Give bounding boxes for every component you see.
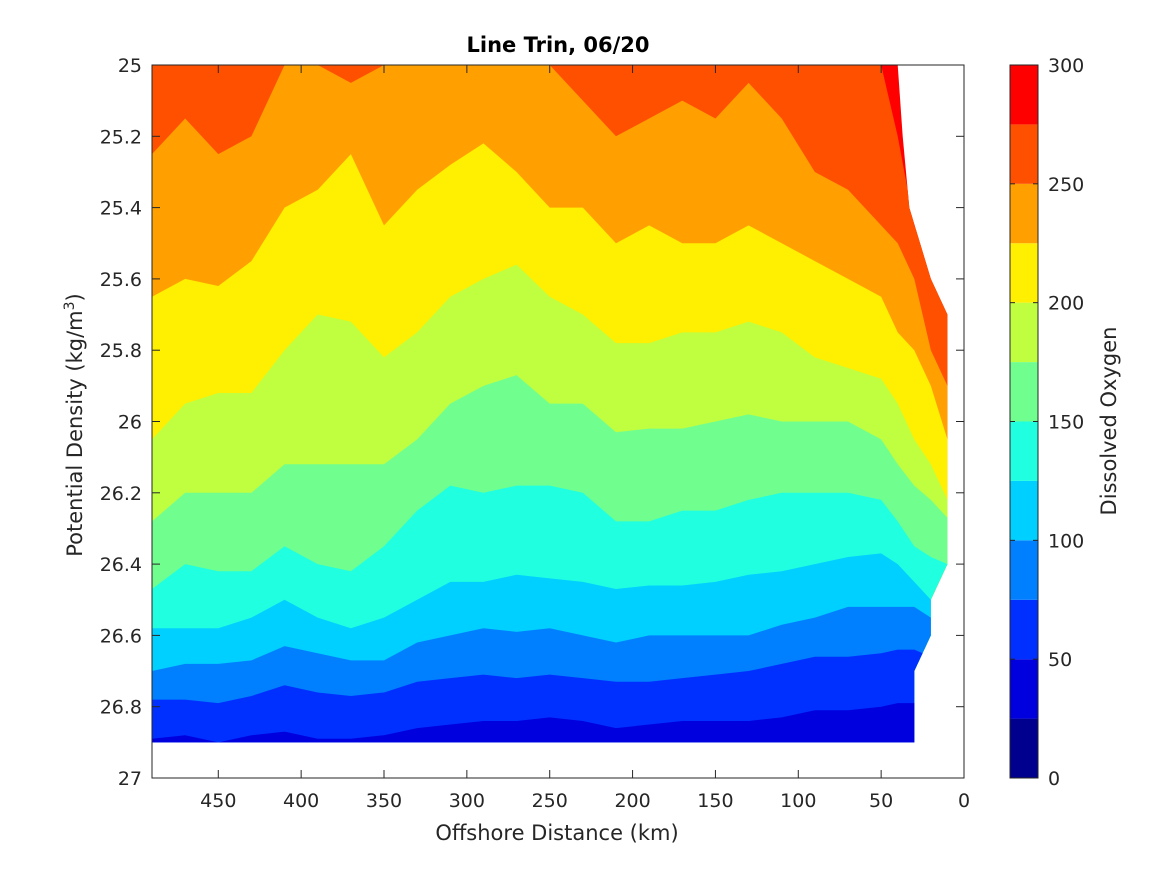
y-tick-label: 26.8	[100, 697, 142, 719]
colorbar-swatch-100	[1010, 480, 1038, 541]
x-axis-label: Offshore Distance (km)	[435, 821, 678, 845]
y-tick-label: 26	[118, 412, 142, 434]
x-tick-label: 0	[958, 790, 970, 812]
colorbar-tick-label: 200	[1048, 293, 1084, 315]
colorbar-swatch-200	[1010, 243, 1038, 303]
contour-fill-area	[152, 65, 948, 743]
y-axis-label-superscript: 3	[62, 301, 78, 310]
colorbar-swatch-75	[1010, 540, 1038, 600]
contour-band-50	[152, 649, 948, 743]
y-tick-label: 25	[118, 55, 142, 77]
x-tick-label: 300	[449, 790, 485, 812]
colorbar: 0 50 100 150 200 250 300	[1009, 55, 1084, 790]
colorbar-tick-label: 50	[1048, 649, 1072, 671]
x-tick-label: 150	[697, 790, 733, 812]
chart-title: Line Trin, 06/20	[466, 33, 649, 57]
x-tick-label: 350	[366, 790, 402, 812]
y-tick-label: 25.4	[100, 198, 142, 220]
y-tick-label: 26.6	[100, 625, 142, 647]
colorbar-swatch-25	[1010, 659, 1038, 719]
colorbar-tick-label: 250	[1048, 174, 1084, 196]
colorbar-swatch-250	[1010, 124, 1038, 184]
y-tick-label: 26.4	[100, 554, 142, 576]
colorbar-swatch-275	[1010, 65, 1038, 125]
colorbar-tick-label: 100	[1048, 530, 1084, 552]
y-tick-label: 25.2	[100, 126, 142, 148]
colorbar-swatch-175	[1010, 302, 1038, 363]
x-axis: 450 400 350 300 250 200 150 100 50 0	[200, 65, 970, 812]
y-axis-label-main: Potential Density (kg/m	[63, 310, 87, 556]
x-tick-label: 100	[780, 790, 816, 812]
colorbar-label: Dissolved Oxygen	[1097, 327, 1121, 516]
y-axis-label: Potential Density (kg/m3)	[62, 293, 87, 557]
contour-band-25	[152, 703, 948, 743]
colorbar-swatch-0	[1010, 718, 1038, 778]
colorbar-swatch-150	[1010, 362, 1038, 422]
y-tick-label: 27	[118, 768, 142, 790]
y-axis: 25 25.2 25.4 25.6 25.8 26 26.2 26.4 26.6 26.8 27	[100, 55, 964, 790]
colorbar-tick-label: 0	[1048, 768, 1060, 790]
y-axis-label-end: )	[63, 293, 87, 301]
colorbar-tick-label: 150	[1048, 412, 1084, 434]
colorbar-swatch-50	[1010, 599, 1038, 660]
x-tick-label: 200	[614, 790, 650, 812]
y-tick-label: 25.6	[100, 269, 142, 291]
x-tick-label: 250	[532, 790, 568, 812]
y-tick-label: 25.8	[100, 340, 142, 362]
colorbar-swatch-225	[1010, 183, 1038, 244]
y-tick-label: 26.2	[100, 483, 142, 505]
x-tick-label: 400	[283, 790, 319, 812]
colorbar-swatch-125	[1010, 421, 1038, 481]
colorbar-tick-label: 300	[1048, 55, 1084, 77]
x-tick-label: 450	[200, 790, 236, 812]
x-tick-label: 50	[869, 790, 893, 812]
